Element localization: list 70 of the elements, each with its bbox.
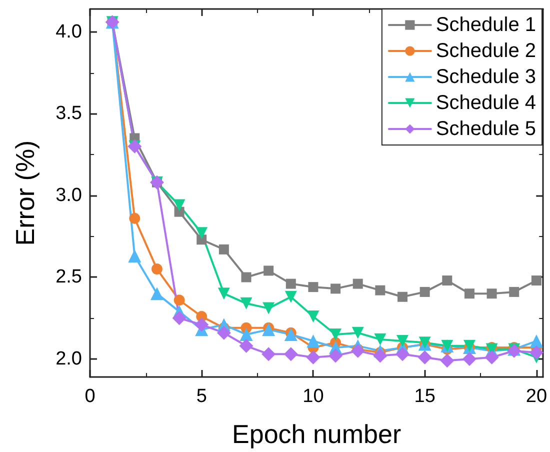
x-tick-label: 10: [302, 386, 324, 407]
point: [216, 326, 231, 340]
y-tick-label: 2.0: [56, 348, 82, 370]
point: [306, 334, 320, 348]
point: [396, 335, 409, 348]
point: [173, 199, 186, 212]
point: [240, 297, 252, 310]
point: [308, 282, 318, 292]
x-tick-label: 20: [526, 386, 548, 407]
point: [172, 311, 186, 326]
y-tick-label: 3.5: [56, 103, 82, 124]
point: [418, 350, 432, 364]
point: [509, 286, 520, 297]
point: [352, 278, 363, 289]
y-axis-title: Error (%): [10, 140, 40, 246]
legend-label: Schedule 2: [436, 40, 536, 62]
point: [307, 310, 320, 322]
point: [151, 264, 162, 275]
point: [262, 347, 276, 362]
point: [174, 206, 184, 217]
point: [531, 276, 542, 286]
x-tick-label: 15: [414, 386, 436, 407]
point: [241, 272, 252, 282]
point: [328, 348, 343, 363]
point: [486, 288, 497, 299]
point: [464, 288, 474, 299]
point: [330, 328, 342, 340]
point: [284, 290, 297, 303]
legend-label: Schedule 1: [436, 14, 536, 36]
point: [174, 294, 185, 306]
point: [262, 302, 275, 314]
point: [194, 318, 209, 332]
point: [420, 286, 430, 297]
point: [218, 244, 229, 254]
point: [374, 333, 386, 346]
point: [530, 334, 543, 348]
point: [264, 266, 274, 276]
point: [463, 340, 476, 352]
point: [440, 354, 454, 368]
y-tick-label: 2.5: [56, 266, 82, 288]
point: [330, 284, 341, 294]
legend-label: Schedule 3: [436, 66, 536, 88]
point: [129, 212, 140, 224]
point: [239, 338, 254, 353]
point: [442, 276, 452, 286]
point: [462, 352, 476, 366]
x-axis-title: Epoch number: [232, 419, 402, 449]
point: [352, 326, 364, 339]
point: [284, 347, 298, 362]
point: [286, 278, 296, 289]
point: [240, 328, 253, 341]
y-tick-label: 4.0: [56, 21, 82, 42]
legend-label: Schedule 4: [436, 92, 536, 114]
point: [306, 350, 320, 364]
x-tick-label: 5: [196, 386, 207, 407]
x-tick-label: 0: [84, 386, 96, 407]
point: [529, 345, 544, 360]
y-tick-label: 3.0: [56, 184, 82, 206]
point: [373, 348, 388, 363]
point: [128, 249, 142, 262]
point: [398, 292, 408, 302]
point: [262, 323, 276, 336]
point: [196, 227, 208, 240]
point: [284, 328, 298, 341]
point: [150, 287, 164, 300]
legend-label: Schedule 5: [436, 118, 536, 140]
point: [375, 285, 386, 296]
point: [218, 288, 230, 300]
point: [484, 350, 499, 364]
point: [396, 347, 410, 362]
